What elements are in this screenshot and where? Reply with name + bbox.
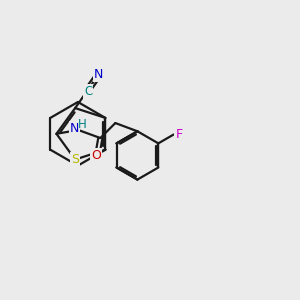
Text: N: N bbox=[94, 68, 103, 80]
Text: F: F bbox=[176, 128, 182, 141]
Text: N: N bbox=[70, 122, 80, 135]
Text: C: C bbox=[84, 85, 92, 98]
Text: H: H bbox=[78, 118, 87, 131]
Text: O: O bbox=[91, 149, 101, 162]
Text: S: S bbox=[71, 153, 79, 166]
